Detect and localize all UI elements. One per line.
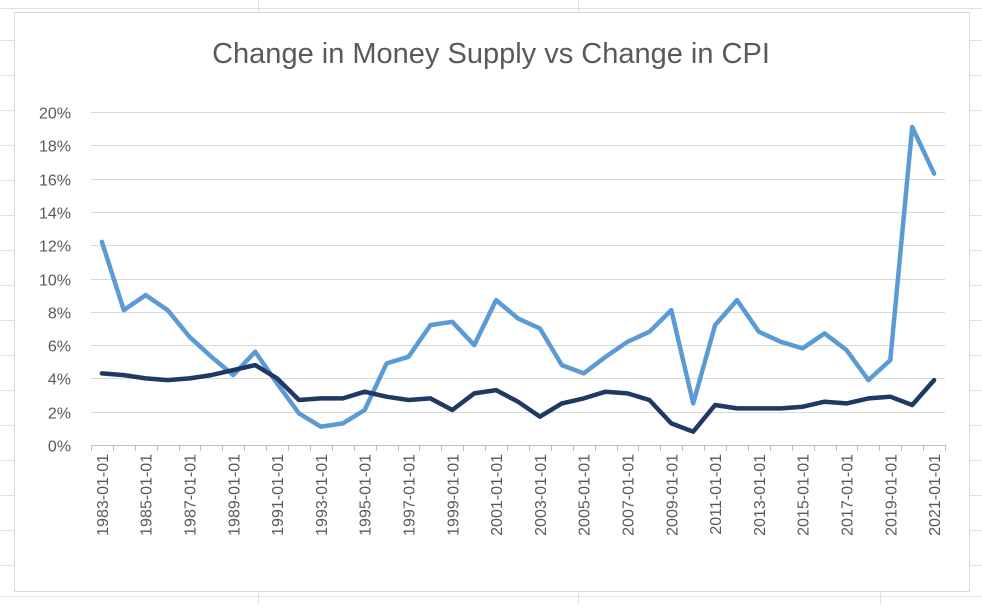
- tick-labels: 0% 2% 4% 6% 8% 10% 12% 14% 16% 18% 20% 1983-01-01 19…: [39, 106, 944, 536]
- x-tick-label: 1989-01-01: [226, 454, 243, 536]
- x-tick-label: 1983-01-01: [95, 454, 112, 536]
- x-tick-label: 1999-01-01: [445, 454, 462, 536]
- axes: [91, 445, 946, 451]
- x-tick-label: 1993-01-01: [314, 454, 331, 536]
- x-tick-label: 1995-01-01: [358, 454, 375, 536]
- x-tick-label: 2013-01-01: [752, 454, 769, 536]
- x-tick-label: 2021-01-01: [927, 454, 944, 536]
- y-tick-label: 0%: [48, 439, 71, 456]
- x-tick-label: 1987-01-01: [183, 454, 200, 536]
- y-tick-label: 20%: [39, 106, 71, 123]
- y-tick-label: 12%: [39, 239, 71, 256]
- series-line: [99, 124, 937, 429]
- y-tick-label: 8%: [48, 306, 71, 323]
- y-tick-label: 6%: [48, 339, 71, 356]
- x-tick-label: 2017-01-01: [839, 454, 856, 536]
- chart-title: Change in Money Supply vs Change in CPI: [212, 38, 770, 70]
- x-tick-label: 2005-01-01: [577, 454, 594, 536]
- y-tick-label: 14%: [39, 206, 71, 223]
- x-tick-label: 1991-01-01: [270, 454, 287, 536]
- series: [99, 124, 937, 434]
- y-tick-label: 16%: [39, 173, 71, 190]
- x-tick-label: 2003-01-01: [533, 454, 550, 536]
- y-tick-label: 4%: [48, 372, 71, 389]
- series-line: [99, 362, 937, 434]
- y-tick-label: 2%: [48, 406, 71, 423]
- gridlines: [91, 112, 945, 413]
- x-tick-label: 2001-01-01: [489, 454, 506, 536]
- x-tick-label: 2015-01-01: [796, 454, 813, 536]
- y-tick-label: 10%: [39, 273, 71, 290]
- x-tick-label: 2009-01-01: [664, 454, 681, 536]
- y-tick-label: 18%: [39, 139, 71, 156]
- x-tick-label: 2007-01-01: [620, 454, 637, 536]
- x-tick-label: 2019-01-01: [883, 454, 900, 536]
- chart-area[interactable]: [14, 12, 970, 592]
- x-tick-label: 2011-01-01: [708, 454, 725, 535]
- x-tick-label: 1985-01-01: [139, 454, 156, 536]
- x-tick-label: 1997-01-01: [402, 454, 419, 536]
